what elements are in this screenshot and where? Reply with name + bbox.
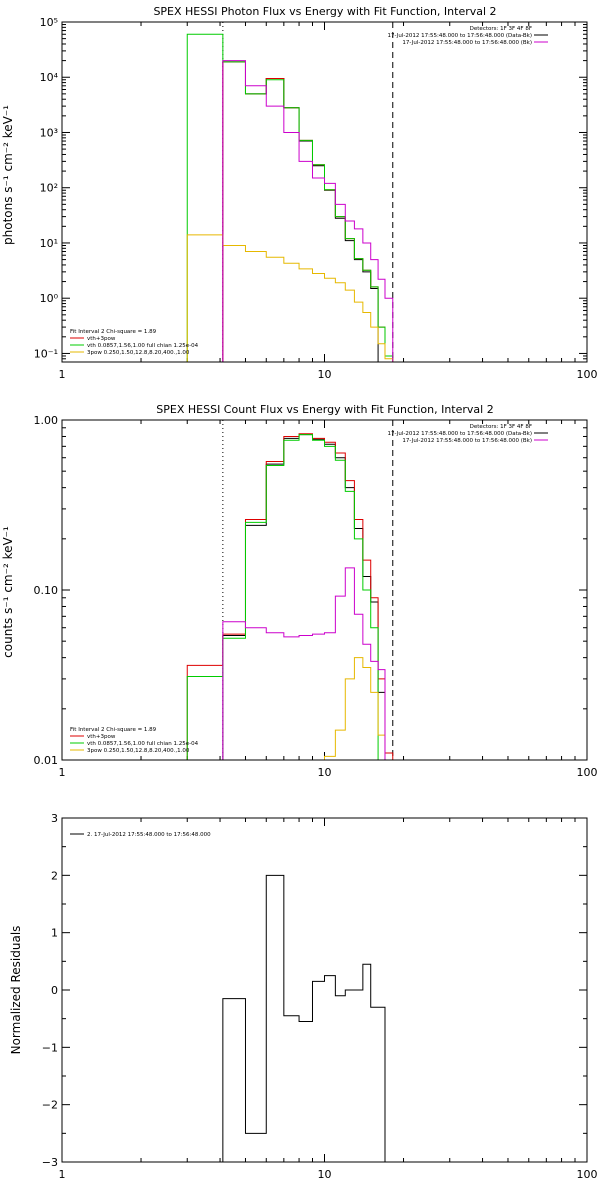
residuals-panel: Normalized Residuals 1 10 100 −3 −2 −1 0 1 2 3 2.… bbox=[9, 812, 598, 1181]
x-tick-label: 10 bbox=[318, 766, 332, 779]
legend-3pow: 3pow 0.250,1.50,12.8,8.20,400.,1.00 bbox=[87, 748, 190, 754]
y-tick-label: 2 bbox=[51, 869, 58, 882]
legend-bk: 17-Jul-2012 17:55:48.000 to 17:56:48.000… bbox=[402, 438, 532, 444]
series-vth-3pow-line bbox=[222, 61, 394, 362]
y-tick-label: 10² bbox=[40, 182, 58, 195]
y-tick-label: 10⁻¹ bbox=[34, 347, 58, 360]
y-tick-label: 10³ bbox=[40, 126, 58, 139]
y-tick-label: 10⁴ bbox=[40, 71, 59, 84]
residuals-ylabel: Normalized Residuals bbox=[9, 926, 23, 1055]
legend-vth: vth 0.0857,1.56,1.00 full chian 1.25e-04 bbox=[87, 741, 199, 747]
legend-detectors: Detectors: 1F 3F 4F 8F bbox=[470, 26, 532, 32]
series-3pow-line bbox=[186, 234, 394, 362]
legend-detectors: Detectors: 1F 3F 4F 8F bbox=[470, 424, 532, 430]
y-tick-label: 10¹ bbox=[40, 237, 58, 250]
count-flux-panel: SPEX HESSI Count Flux vs Energy with Fit… bbox=[1, 403, 598, 779]
photon-flux-plot: 1 10 100 10⁻¹ 10⁰ 10¹ 10² 10³ 10⁴ 10⁵ bbox=[34, 16, 598, 381]
series-data-bk-line bbox=[222, 434, 386, 760]
series-3pow-line bbox=[324, 657, 386, 760]
x-tick-label: 1 bbox=[59, 1168, 66, 1181]
count-flux-ylabel: counts s⁻¹ cm⁻² keV⁻¹ bbox=[1, 526, 15, 658]
series-vth-line bbox=[186, 434, 385, 761]
x-tick-label: 10 bbox=[318, 368, 332, 381]
series-residuals-line bbox=[222, 874, 386, 1162]
x-tick-label: 1 bbox=[59, 368, 66, 381]
legend-fit-interval: Fit Interval 2 Chi-square = 1.89 bbox=[70, 329, 157, 335]
y-tick-label: 0 bbox=[51, 984, 58, 997]
photon-flux-panel: SPEX HESSI Photon Flux vs Energy with Fi… bbox=[1, 5, 598, 381]
photon-flux-ylabel: photons s⁻¹ cm⁻² keV⁻¹ bbox=[1, 105, 15, 245]
y-tick-label: −3 bbox=[42, 1156, 58, 1169]
legend-data-bk: 17-Jul-2012 17:55:48.000 to 17:56:48.000… bbox=[388, 33, 533, 39]
y-tick-label: −1 bbox=[42, 1041, 58, 1054]
x-tick-label: 100 bbox=[577, 766, 598, 779]
x-tick-label: 100 bbox=[577, 368, 598, 381]
x-tick-label: 100 bbox=[577, 1168, 598, 1181]
series-vth-line bbox=[186, 33, 394, 362]
legend-3pow: 3pow 0.250,1.50,12.8,8.20,400.,1.00 bbox=[87, 350, 190, 356]
count-flux-frame bbox=[61, 419, 588, 761]
legend-residual-interval: 2. 17-Jul-2012 17:55:48.000 to 17:56:48.… bbox=[87, 832, 211, 838]
legend-vth3pow: vth+3pow bbox=[87, 336, 116, 342]
y-tick-label: 0.01 bbox=[34, 754, 59, 767]
count-flux-title: SPEX HESSI Count Flux vs Energy with Fit… bbox=[156, 403, 493, 416]
legend-data-bk: 17-Jul-2012 17:55:48.000 to 17:56:48.000… bbox=[388, 431, 533, 437]
series-data-bk-line bbox=[222, 61, 379, 362]
x-tick-label: 10 bbox=[318, 1168, 332, 1181]
y-tick-label: 3 bbox=[51, 812, 58, 825]
series-vth-3pow-line bbox=[186, 433, 394, 760]
count-flux-plot: 1 10 100 0.01 0.10 1.00 bbox=[34, 414, 598, 779]
y-tick-label: 1 bbox=[51, 927, 58, 940]
photon-flux-title: SPEX HESSI Photon Flux vs Energy with Fi… bbox=[153, 5, 496, 18]
legend-fit-interval: Fit Interval 2 Chi-square = 1.89 bbox=[70, 727, 157, 733]
legend-vth: vth 0.0857,1.56,1.00 full chian 1.25e-04 bbox=[87, 343, 199, 349]
residuals-plot: 1 10 100 −3 −2 −1 0 1 2 3 bbox=[42, 812, 598, 1181]
residuals-frame bbox=[61, 817, 588, 1163]
legend-vth3pow: vth+3pow bbox=[87, 734, 116, 740]
photon-flux-frame bbox=[61, 21, 588, 363]
y-tick-label: 0.10 bbox=[34, 584, 59, 597]
y-tick-label: 10⁰ bbox=[40, 292, 59, 305]
x-tick-label: 1 bbox=[59, 766, 66, 779]
legend-bk: 17-Jul-2012 17:55:48.000 to 17:56:48.000… bbox=[402, 40, 532, 46]
y-tick-label: 1.00 bbox=[34, 414, 59, 427]
y-tick-label: −2 bbox=[42, 1099, 58, 1112]
y-tick-label: 10⁵ bbox=[40, 16, 58, 29]
series-bk-line bbox=[222, 60, 394, 362]
series-bk-line bbox=[222, 567, 386, 760]
